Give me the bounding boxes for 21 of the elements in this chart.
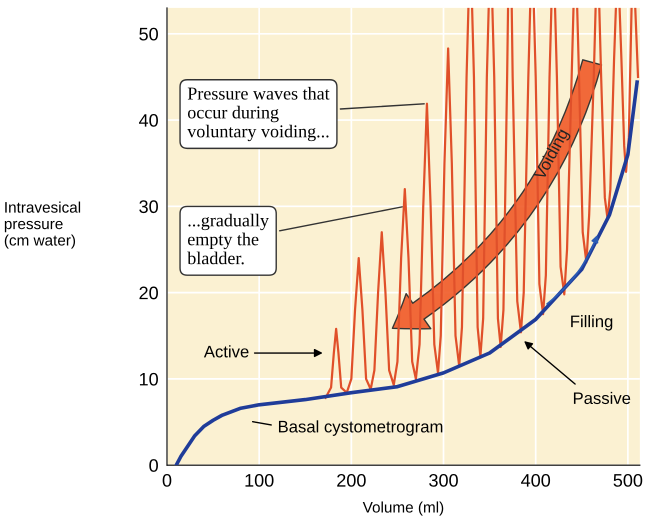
annotation: Filling (571, 315, 612, 331)
x-tick-label: 400 (521, 474, 550, 487)
annotation: Pressure waves that occur during voluntary voiding... (187, 86, 330, 142)
y-tick-label: 50 (139, 28, 158, 41)
y-tick-label: 0 (149, 459, 158, 472)
y-tick-label: 40 (138, 114, 158, 127)
annotation: Active (204, 345, 249, 358)
x-axis-title: Volume (ml) (362, 501, 444, 516)
annotation: Basal cystometrogram (278, 420, 442, 436)
annotation: ...gradually empty the bladder. (187, 214, 269, 264)
x-tick-label: 100 (245, 474, 274, 487)
annotation: Passive (574, 392, 630, 404)
line-series (174, 80, 639, 466)
x-tick-label: 300 (429, 474, 458, 487)
x-tick-label: 0 (162, 474, 172, 487)
y-tick-label: 10 (140, 372, 158, 386)
y-tick-label: 30 (139, 200, 158, 214)
x-tick-label: 200 (337, 474, 366, 487)
y-tick-label: 20 (139, 286, 158, 300)
y-axis-title: Intravesical pressure (cm water) (4, 202, 80, 249)
x-tick-label: 500 (614, 474, 642, 487)
